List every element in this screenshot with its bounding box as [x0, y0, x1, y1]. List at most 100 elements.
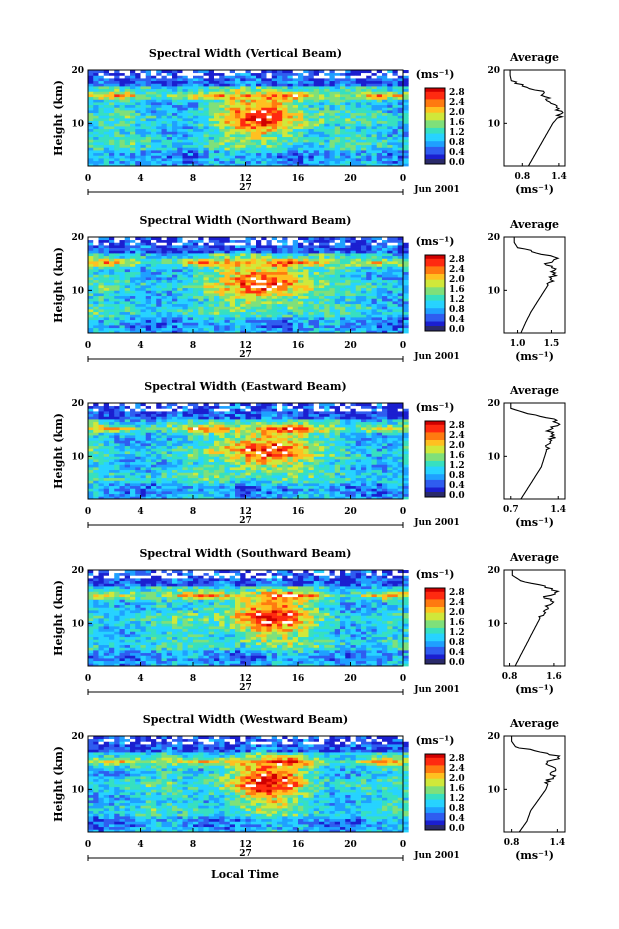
heatmap-cell: [387, 118, 393, 122]
heatmap-cell: [98, 242, 105, 246]
heatmap-cell: [109, 255, 115, 259]
colorbar-segment: [425, 308, 445, 311]
heatmap-cell: [361, 271, 367, 275]
heatmap-cell: [103, 274, 110, 278]
heatmap-cell: [387, 134, 393, 138]
heatmap-cell: [119, 440, 126, 444]
heatmap-cell: [161, 91, 168, 95]
heatmap-cell: [119, 250, 126, 254]
heatmap-cell: [203, 134, 210, 138]
heatmap-cell: [277, 88, 283, 92]
heatmap-cell: [151, 258, 157, 262]
heatmap-cell: [88, 405, 94, 409]
heatmap-cell: [103, 152, 110, 156]
heatmap-cell: [345, 123, 351, 127]
heatmap-cell: [355, 274, 362, 278]
heatmap-cell: [382, 147, 388, 151]
heatmap-cell: [324, 88, 330, 92]
heatmap-cell: [245, 96, 252, 100]
heatmap-cell: [93, 250, 99, 254]
heatmap-cell: [324, 274, 330, 278]
heatmap-cell: [145, 317, 152, 321]
heatmap-cell: [313, 287, 320, 291]
heatmap-cell: [313, 266, 320, 270]
heatmap-cell: [382, 80, 388, 84]
heatmap-cell: [350, 271, 357, 275]
heatmap-cell: [135, 327, 141, 331]
heatmap-cell: [319, 303, 325, 307]
heatmap-cell: [266, 75, 273, 79]
heatmap-cell: [345, 104, 351, 108]
heatmap-cell: [98, 496, 105, 500]
heatmap-cell: [240, 150, 246, 154]
heatmap-cell: [387, 142, 393, 146]
heatmap-cell: [271, 303, 278, 307]
heatmap-cell: [119, 491, 126, 495]
heatmap-cell: [151, 158, 157, 162]
heatmap-cell: [130, 453, 136, 457]
heatmap-cell: [224, 163, 231, 167]
heatmap-cell: [271, 160, 278, 164]
heatmap-cell: [235, 290, 241, 294]
heatmap-cell: [382, 309, 388, 313]
heatmap-cell: [266, 139, 273, 143]
heatmap-cell: [208, 309, 215, 313]
heatmap-cell: [156, 70, 162, 74]
heatmap-cell: [355, 269, 362, 273]
heatmap-cell: [145, 453, 152, 457]
heatmap-cell: [392, 245, 399, 249]
heatmap-cell: [371, 319, 378, 323]
heatmap-cell: [119, 437, 126, 441]
heatmap-cell: [198, 158, 204, 162]
heatmap-cell: [303, 152, 309, 156]
heatmap-cell: [119, 282, 126, 286]
x-tick-label: 0: [400, 341, 406, 351]
heatmap-cell: [224, 271, 231, 275]
heatmap-cell: [397, 242, 404, 246]
heatmap-cell: [235, 277, 241, 281]
heatmap-cell: [214, 107, 220, 111]
heatmap-cell: [277, 147, 283, 151]
heatmap-cell: [98, 448, 105, 452]
heatmap-cell: [208, 250, 215, 254]
heatmap-cell: [256, 282, 262, 286]
heatmap-cell: [382, 70, 388, 74]
heatmap-cell: [382, 237, 388, 241]
heatmap-cell: [145, 239, 152, 243]
heatmap-cell: [392, 327, 399, 331]
heatmap-cell: [392, 70, 399, 74]
heatmap-cell: [271, 155, 278, 159]
heatmap-cell: [334, 239, 341, 243]
heatmap-cell: [403, 263, 409, 267]
heatmap-cell: [130, 261, 136, 265]
heatmap-cell: [135, 290, 141, 294]
heatmap-cell: [261, 253, 267, 257]
colorbar-segment: [425, 294, 445, 298]
heatmap-cell: [397, 306, 404, 310]
heatmap-cell: [93, 287, 99, 291]
heatmap-cell: [403, 144, 409, 148]
heatmap-cell: [93, 301, 99, 305]
heatmap-cell: [135, 163, 141, 167]
date-label: Jun 2001: [413, 352, 460, 362]
heatmap-cell: [88, 96, 94, 100]
heatmap-cell: [403, 295, 409, 299]
heatmap-cell: [271, 277, 278, 281]
heatmap-cell: [355, 295, 362, 299]
heatmap-cell: [161, 322, 168, 326]
heatmap-cell: [93, 306, 99, 310]
heatmap-cell: [387, 120, 393, 124]
heatmap-cell: [198, 258, 204, 262]
heatmap-cell: [229, 266, 236, 270]
heatmap-cell: [156, 134, 162, 138]
heatmap-cell: [256, 144, 262, 148]
heatmap-cell: [98, 70, 105, 74]
heatmap-cell: [119, 464, 126, 468]
heatmap-cell: [177, 155, 183, 159]
heatmap-cell: [303, 155, 309, 159]
heatmap-cell: [266, 136, 273, 140]
heatmap-cell: [303, 158, 309, 162]
heatmap-cell: [198, 72, 204, 76]
heatmap-cell: [214, 306, 220, 310]
heatmap-cell: [198, 104, 204, 108]
